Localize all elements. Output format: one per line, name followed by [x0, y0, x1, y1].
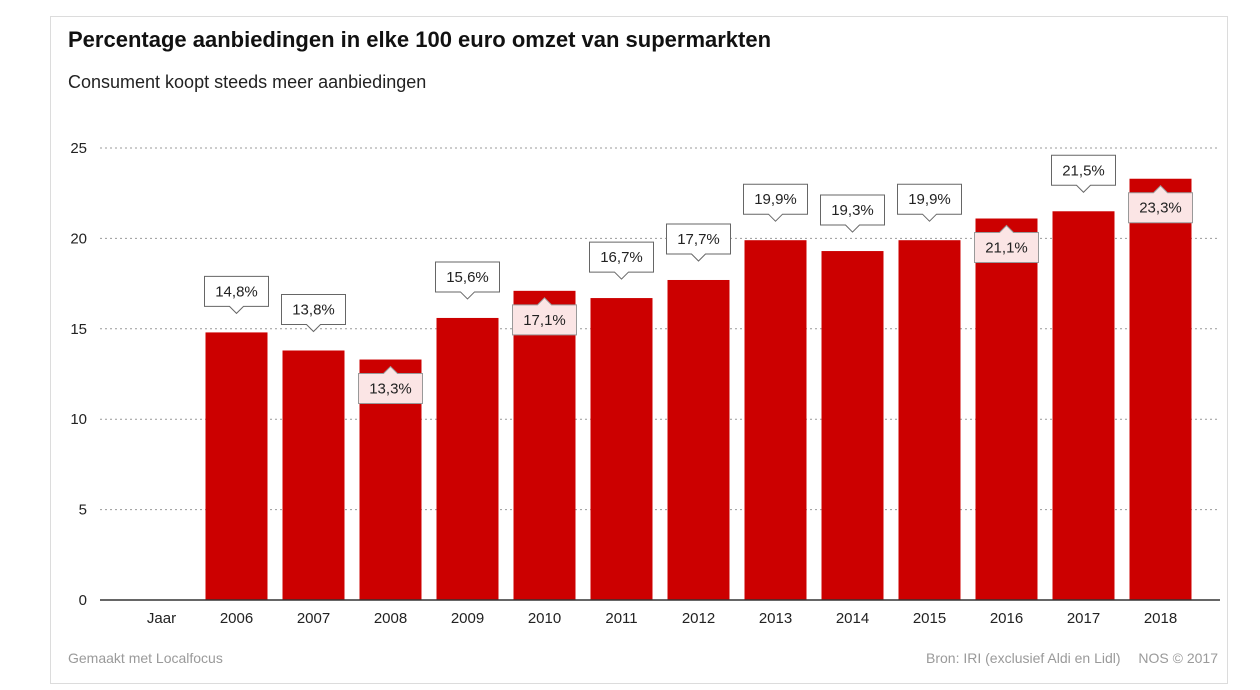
- axes: 0 5 10 15 20 25 Jaar 2006 2007 2008 2009 2010 2011 20…: [70, 140, 1220, 627]
- x-tick-label: 2008: [374, 610, 407, 627]
- data-label-text: 15,6%: [446, 269, 489, 286]
- bar: [744, 240, 807, 600]
- y-tick-label: 15: [70, 321, 87, 338]
- x-tick-label: 2016: [990, 610, 1023, 627]
- bars: [205, 178, 1192, 600]
- x-tick-label: 2009: [451, 610, 484, 627]
- bar: [513, 290, 576, 600]
- data-label: 19,3%: [820, 194, 885, 233]
- bar: [436, 317, 499, 600]
- data-label-text: 23,3%: [1139, 200, 1182, 217]
- data-label-text: 13,8%: [292, 301, 335, 318]
- data-label: 21,5%: [1051, 154, 1116, 193]
- data-label-text: 19,3%: [831, 202, 874, 219]
- data-label-text: 17,7%: [677, 231, 720, 248]
- data-label: 13,3%: [358, 365, 423, 405]
- x-tick-label: 2011: [605, 610, 637, 627]
- data-label-box: [1051, 154, 1116, 193]
- data-label: 17,7%: [666, 223, 731, 262]
- x-tick-label: 2018: [1144, 610, 1177, 627]
- data-label: 16,7%: [589, 241, 654, 280]
- data-label-box: [974, 224, 1039, 264]
- data-label-text: 19,9%: [908, 191, 951, 208]
- chart-title: Percentage aanbiedingen in elke 100 euro…: [68, 27, 772, 52]
- copyright-text: NOS © 2017: [1138, 650, 1218, 666]
- source-credits: Bron: IRI (exclusief Aldi en Lidl) NOS ©…: [912, 650, 1218, 666]
- source-text: Bron: IRI (exclusief Aldi en Lidl): [926, 650, 1121, 666]
- data-labels: 14,8% 13,8% 13,3% 15,6% 17,1% 16,7% 17,7% 19,9%…: [204, 154, 1193, 405]
- bar: [1129, 178, 1192, 600]
- gridlines: [100, 147, 1220, 511]
- data-label-text: 14,8%: [215, 283, 258, 300]
- data-label: 19,9%: [897, 183, 962, 222]
- x-tick-label: 2006: [220, 610, 253, 627]
- data-label: 14,8%: [204, 275, 269, 315]
- bar: [667, 279, 730, 600]
- data-label-box: [589, 241, 654, 280]
- x-tick-label: 2017: [1067, 610, 1100, 627]
- y-tick-label: 5: [79, 502, 87, 519]
- y-tick-label: 20: [70, 230, 87, 247]
- y-tick-label: 0: [79, 592, 87, 609]
- x-tick-label: 2010: [528, 610, 561, 627]
- data-label-box: [666, 223, 731, 262]
- bar: [1052, 211, 1115, 600]
- y-tick-label: 10: [70, 411, 87, 428]
- x-tick-label: 2015: [913, 610, 946, 627]
- x-tick-label: 2014: [836, 610, 869, 627]
- data-label-box: [897, 183, 962, 222]
- data-label: 17,1%: [512, 297, 577, 336]
- bar: [205, 332, 268, 600]
- data-label-box: [204, 275, 269, 315]
- data-label: 13,8%: [281, 293, 346, 333]
- data-label-text: 19,9%: [754, 191, 797, 208]
- data-label-box: [435, 261, 500, 300]
- data-label-box: [743, 183, 808, 222]
- chart-subtitle: Consument koopt steeds meer aanbiedingen: [68, 72, 427, 92]
- x-tick-label: 2013: [759, 610, 792, 627]
- data-label-text: 13,3%: [369, 381, 412, 398]
- bar: [975, 218, 1038, 600]
- data-label-text: 21,5%: [1062, 162, 1105, 179]
- data-label-text: 16,7%: [600, 249, 643, 266]
- data-label: 23,3%: [1128, 185, 1193, 224]
- x-tick-label: 2012: [682, 610, 715, 627]
- bar: [821, 251, 884, 600]
- data-label-box: [512, 297, 577, 336]
- data-label-box: [281, 293, 346, 333]
- x-tick-label: 2007: [297, 610, 330, 627]
- bar: [282, 350, 345, 600]
- data-label-text: 17,1%: [523, 312, 566, 329]
- y-tick-label: 25: [70, 140, 87, 157]
- data-label: 21,1%: [974, 224, 1039, 264]
- data-label-box: [1128, 185, 1193, 224]
- x-tick-label: Jaar: [147, 610, 176, 627]
- made-with-link[interactable]: Gemaakt met Localfocus: [68, 650, 223, 666]
- data-label-text: 21,1%: [985, 240, 1028, 257]
- bar: [590, 298, 653, 600]
- bar: [898, 240, 961, 600]
- data-label-box: [820, 194, 885, 233]
- data-label: 15,6%: [435, 261, 500, 300]
- data-label: 19,9%: [743, 183, 808, 222]
- data-label-box: [358, 365, 423, 405]
